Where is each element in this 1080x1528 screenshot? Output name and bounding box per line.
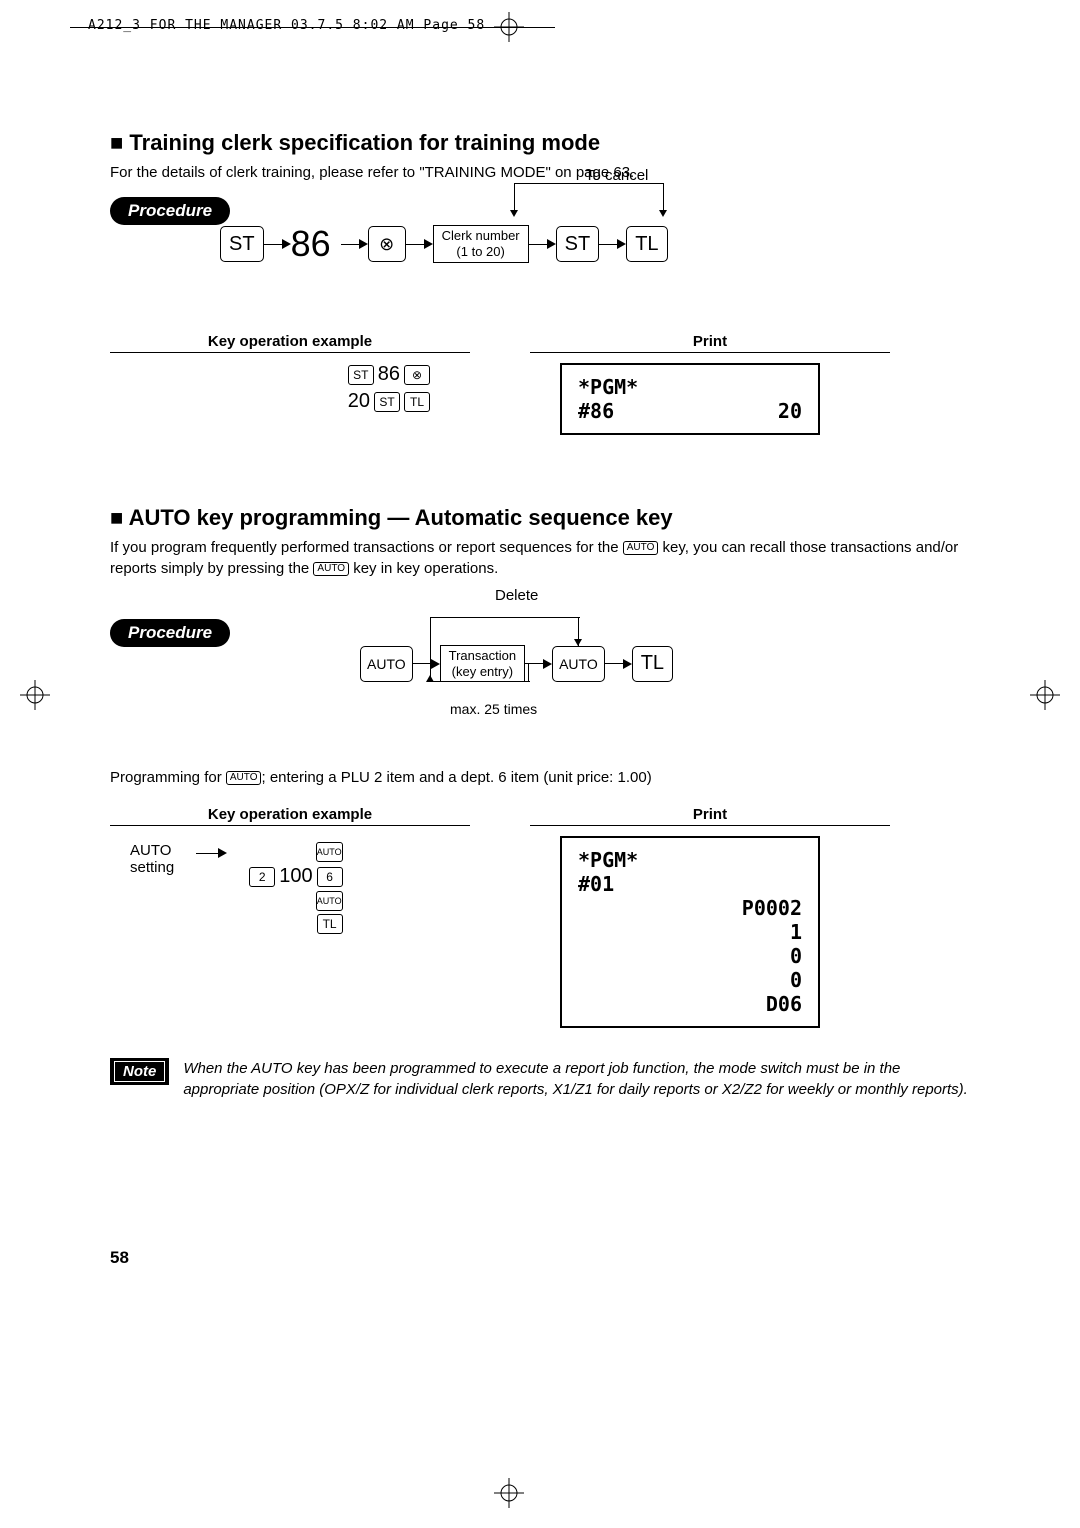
page-number: 58 [110,1248,129,1268]
crop-mark-bottom [494,1478,524,1508]
auto-key-sm-2: AUTO [316,891,343,911]
multiply-key-sm: ⊗ [404,365,430,385]
max-times-label: max. 25 times [450,701,537,717]
delete-label: Delete [495,587,538,604]
st-key-sm: ST [348,365,374,385]
auto-key-1: AUTO [360,646,413,682]
auto-key-inline-3: AUTO [226,771,262,785]
receipt-1: *PGM* #86 20 [560,363,820,435]
page-header: A212_3 FOR THE MANAGER 03.7.5 8:02 AM Pa… [88,18,485,33]
procedure-badge-1: Procedure [110,197,230,225]
section2-intro: If you program frequently performed tran… [110,537,970,579]
cancel-label: To cancel [585,167,648,184]
key-example-2: AUTO setting AUTO 2 100 6 AUTO TL [110,836,470,934]
multiply-key: ⊗ [368,226,406,262]
auto-key-inline: AUTO [623,541,659,555]
section1-intro: For the details of clerk training, pleas… [110,162,970,183]
procedure-badge-2: Procedure [110,619,230,647]
receipt-2: *PGM* #01 P0002 1 0 0 D06 [560,836,820,1028]
section2-flow: Delete AUTO Transaction (key entry) AUTO… [220,615,970,755]
note-block: Note When the AUTO key has been programm… [110,1058,970,1100]
print-header-1: Print [530,333,890,353]
note-text: When the AUTO key has been programmed to… [183,1058,970,1100]
st-key-2: ST [556,226,600,262]
arrow-icon [196,842,227,863]
auto-key-inline-2: AUTO [313,562,349,576]
key-example-header-1: Key operation example [110,333,470,353]
key-2: 2 [249,867,275,887]
clerk-number-box: Clerk number (1 to 20) [433,225,529,262]
key-example-header-2: Key operation example [110,806,470,826]
auto-key-sm: AUTO [316,842,343,862]
key-6: 6 [317,867,343,887]
crop-mark-right [1030,680,1060,710]
st-key: ST [220,226,264,262]
st-key-sm-2: ST [374,392,400,412]
tl-key-sm-2: TL [317,914,343,934]
note-badge: Note [110,1058,169,1085]
print-header-2: Print [530,806,890,826]
section1-flow: To cancel ST 86 ⊗ Clerk number (1 to 20)… [220,193,970,313]
section1-title: Training clerk specification for trainin… [110,130,970,156]
auto-key-2: AUTO [552,646,605,682]
tl-key-sm: TL [404,392,430,412]
key-example-1: ST 86 ⊗ 20 ST TL [110,363,470,413]
tl-key-2: TL [632,646,673,682]
flow-num-86: 86 [291,223,331,265]
section2-title: AUTO key programming — Automatic sequenc… [110,505,970,531]
transaction-box: Transaction (key entry) [440,645,525,682]
programming-for-text: Programming for AUTO; entering a PLU 2 i… [110,767,970,788]
auto-setting-label: AUTO setting [130,842,174,876]
tl-key: TL [626,226,667,262]
crop-mark-left [20,680,50,710]
